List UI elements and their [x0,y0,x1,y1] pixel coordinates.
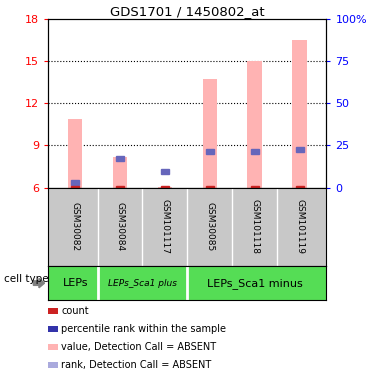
Bar [206,149,214,154]
Text: percentile rank within the sample: percentile rank within the sample [61,324,226,334]
Bar [158,187,172,188]
Bar [203,79,217,188]
Bar [251,186,259,188]
Text: count: count [61,306,89,316]
Bar [116,186,124,188]
Text: cell type: cell type [4,274,48,284]
Text: GSM101118: GSM101118 [250,200,259,254]
Bar [296,186,303,188]
Bar [71,186,79,188]
Text: rank, Detection Call = ABSENT: rank, Detection Call = ABSENT [61,360,211,370]
Bar [71,180,79,185]
Text: GSM30082: GSM30082 [70,202,80,251]
Text: GSM30085: GSM30085 [205,202,214,252]
Bar [161,169,169,174]
Text: LEPs_Sca1 plus: LEPs_Sca1 plus [108,279,177,288]
Bar [113,157,127,188]
Text: LEPs: LEPs [62,278,88,288]
Bar [247,61,262,188]
Title: GDS1701 / 1450802_at: GDS1701 / 1450802_at [110,4,265,18]
Bar [292,40,307,188]
Bar [116,156,124,161]
Text: GSM30084: GSM30084 [115,202,125,251]
Bar [161,186,169,188]
Text: GSM101119: GSM101119 [295,200,304,254]
Bar [251,149,259,154]
Bar [206,186,214,188]
Text: value, Detection Call = ABSENT: value, Detection Call = ABSENT [61,342,216,352]
Bar [68,119,82,188]
Bar [296,147,303,152]
Text: LEPs_Sca1 minus: LEPs_Sca1 minus [207,278,302,289]
Text: GSM101117: GSM101117 [160,200,170,254]
